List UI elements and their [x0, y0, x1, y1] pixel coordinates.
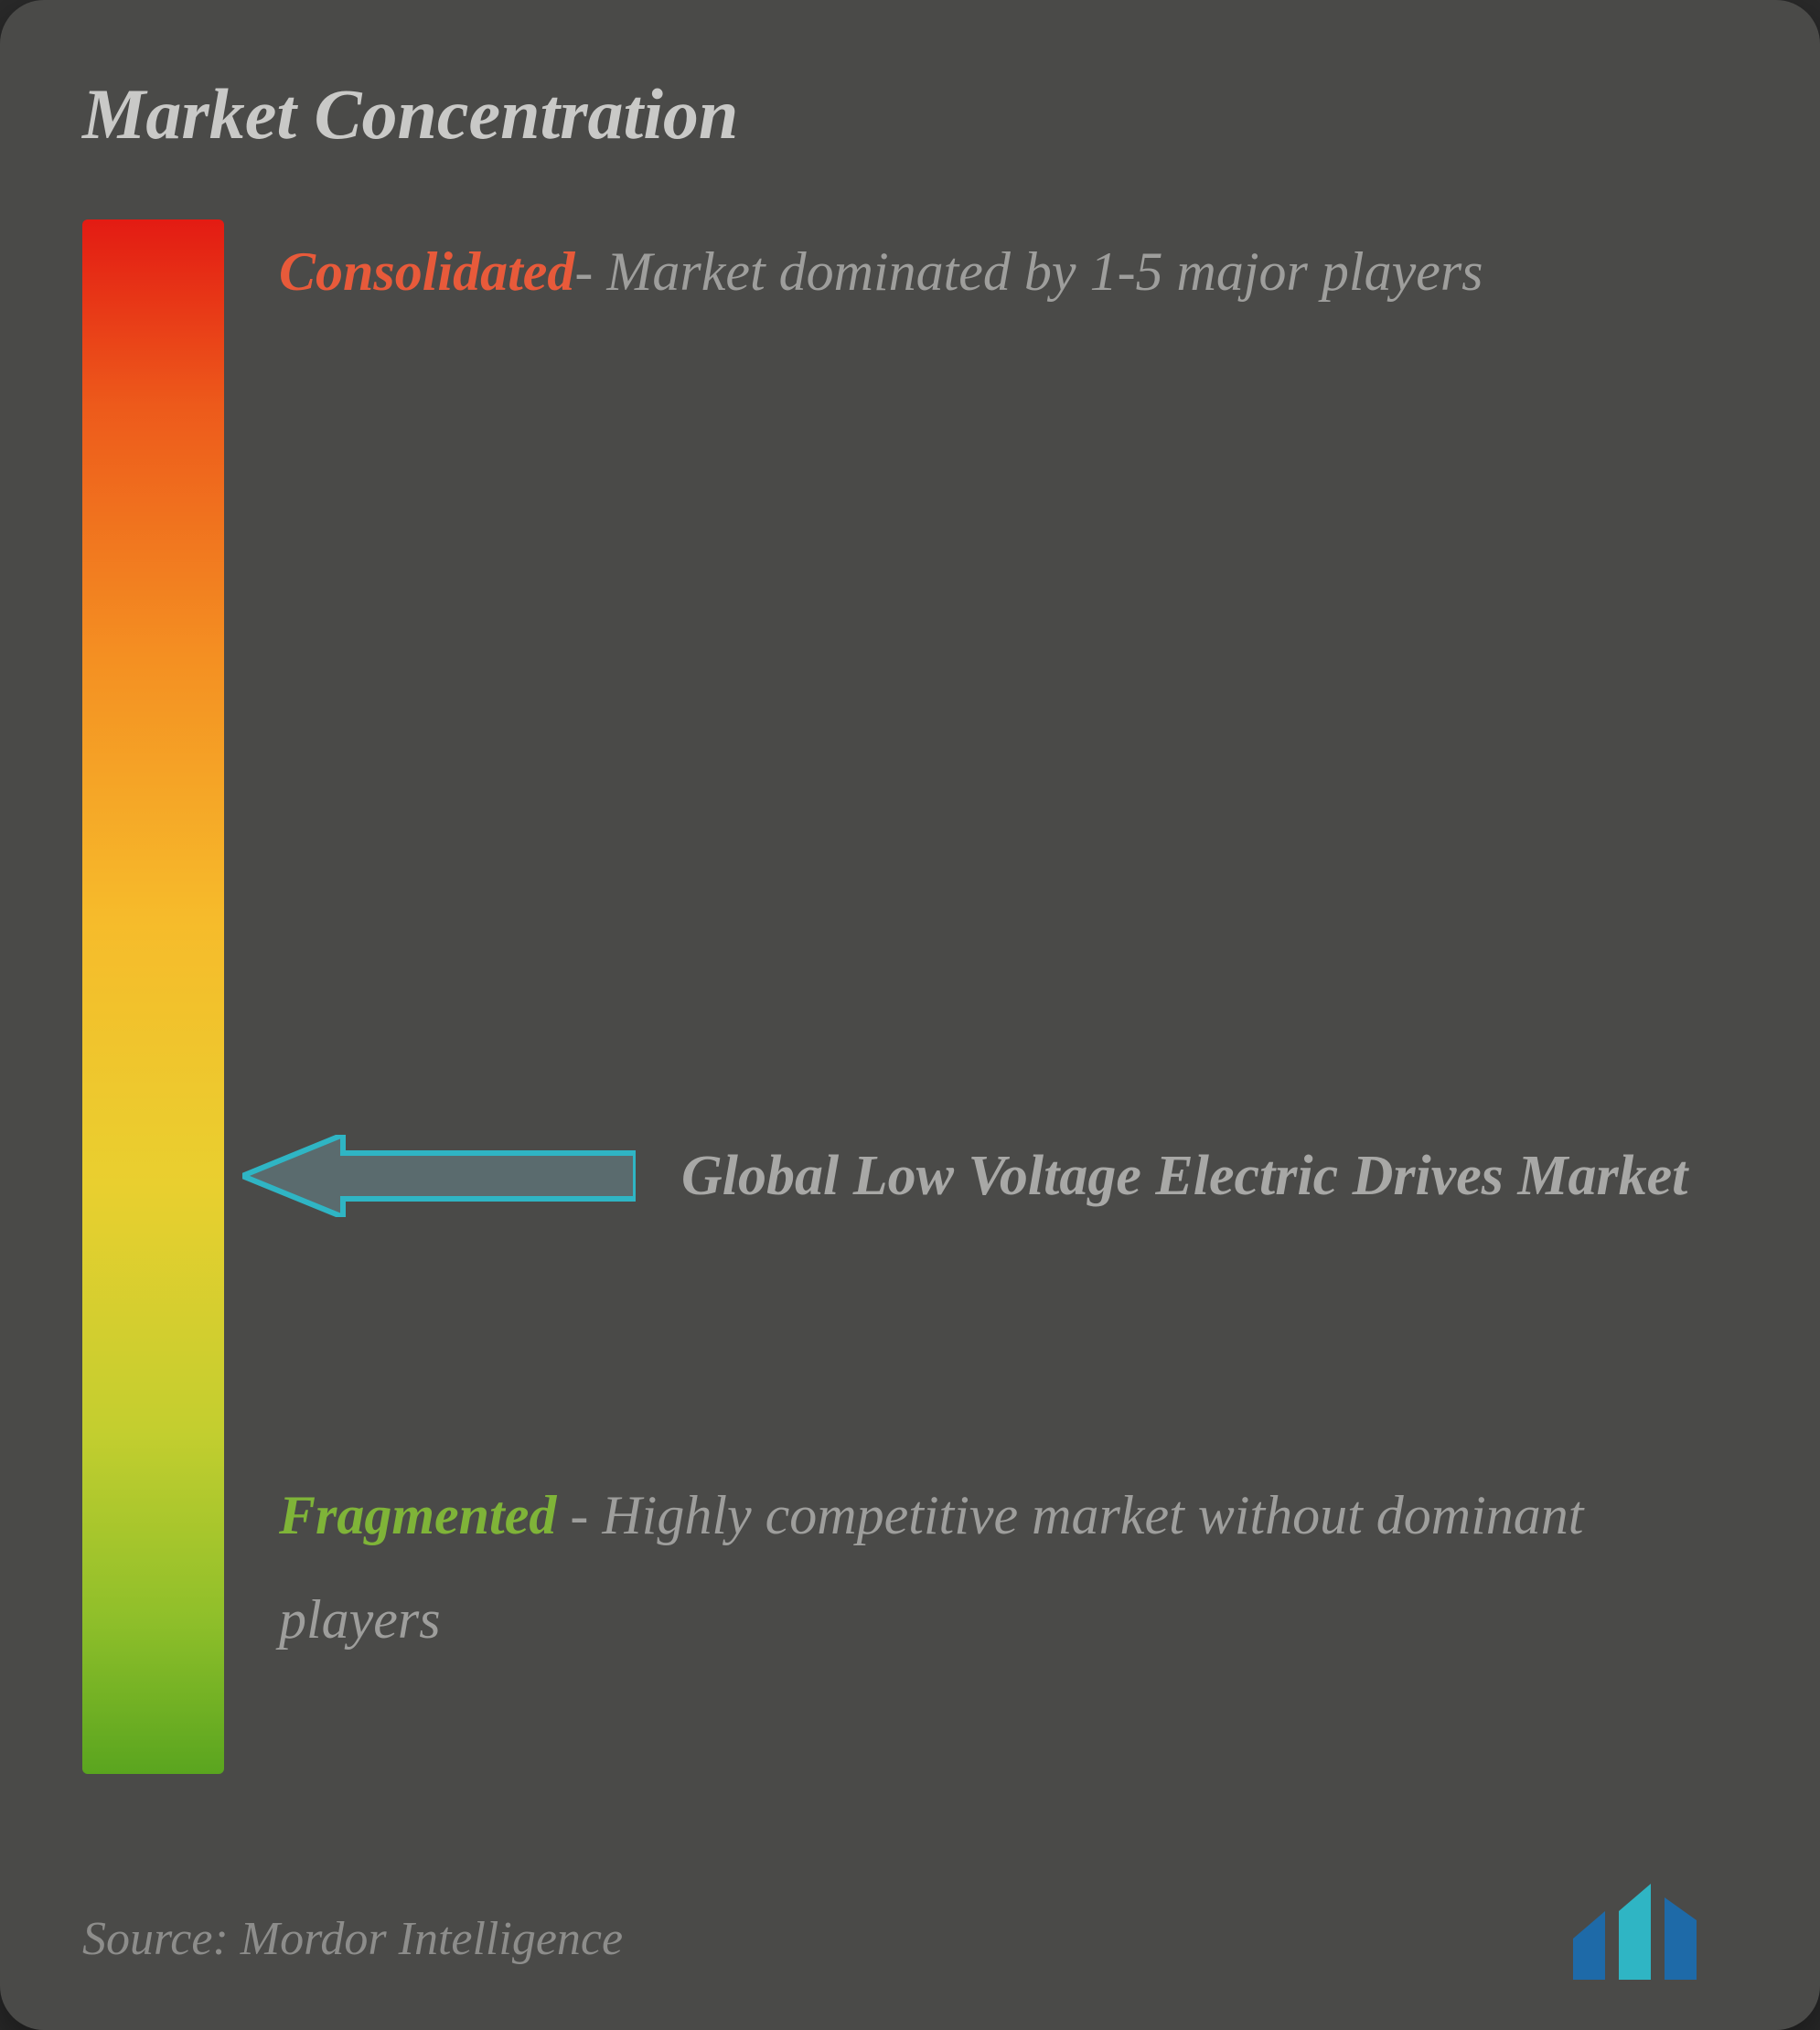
- market-concentration-card: Market Concentration Consolidated- Marke…: [0, 0, 1820, 2030]
- description-column: Consolidated- Market dominated by 1-5 ma…: [279, 219, 1738, 1774]
- consolidated-description: Consolidated- Market dominated by 1-5 ma…: [279, 219, 1701, 324]
- arrow-polygon: [242, 1135, 636, 1217]
- market-position-marker: Global Low Voltage Electric Drives Marke…: [242, 1131, 1701, 1219]
- consolidated-rest: - Market dominated by 1-5 major players: [574, 241, 1483, 302]
- scale-column: [82, 219, 224, 1774]
- logo-bar-1: [1573, 1911, 1605, 1980]
- source-attribution: Source: Mordor Intelligence: [82, 1912, 623, 1966]
- fragmented-keyword: Fragmented: [279, 1485, 556, 1545]
- main-content-row: Consolidated- Market dominated by 1-5 ma…: [82, 219, 1738, 1774]
- mordor-logo-icon: [1555, 1870, 1719, 1980]
- logo-bar-3: [1665, 1897, 1697, 1980]
- arrow-icon: [242, 1135, 636, 1217]
- concentration-gradient-bar: [82, 219, 224, 1774]
- market-name-label: Global Low Voltage Electric Drives Marke…: [681, 1131, 1701, 1219]
- consolidated-keyword: Consolidated: [279, 241, 574, 302]
- logo-bar-2: [1619, 1884, 1651, 1980]
- card-title: Market Concentration: [82, 73, 1738, 155]
- fragmented-description: Fragmented - Highly competitive market w…: [279, 1463, 1701, 1672]
